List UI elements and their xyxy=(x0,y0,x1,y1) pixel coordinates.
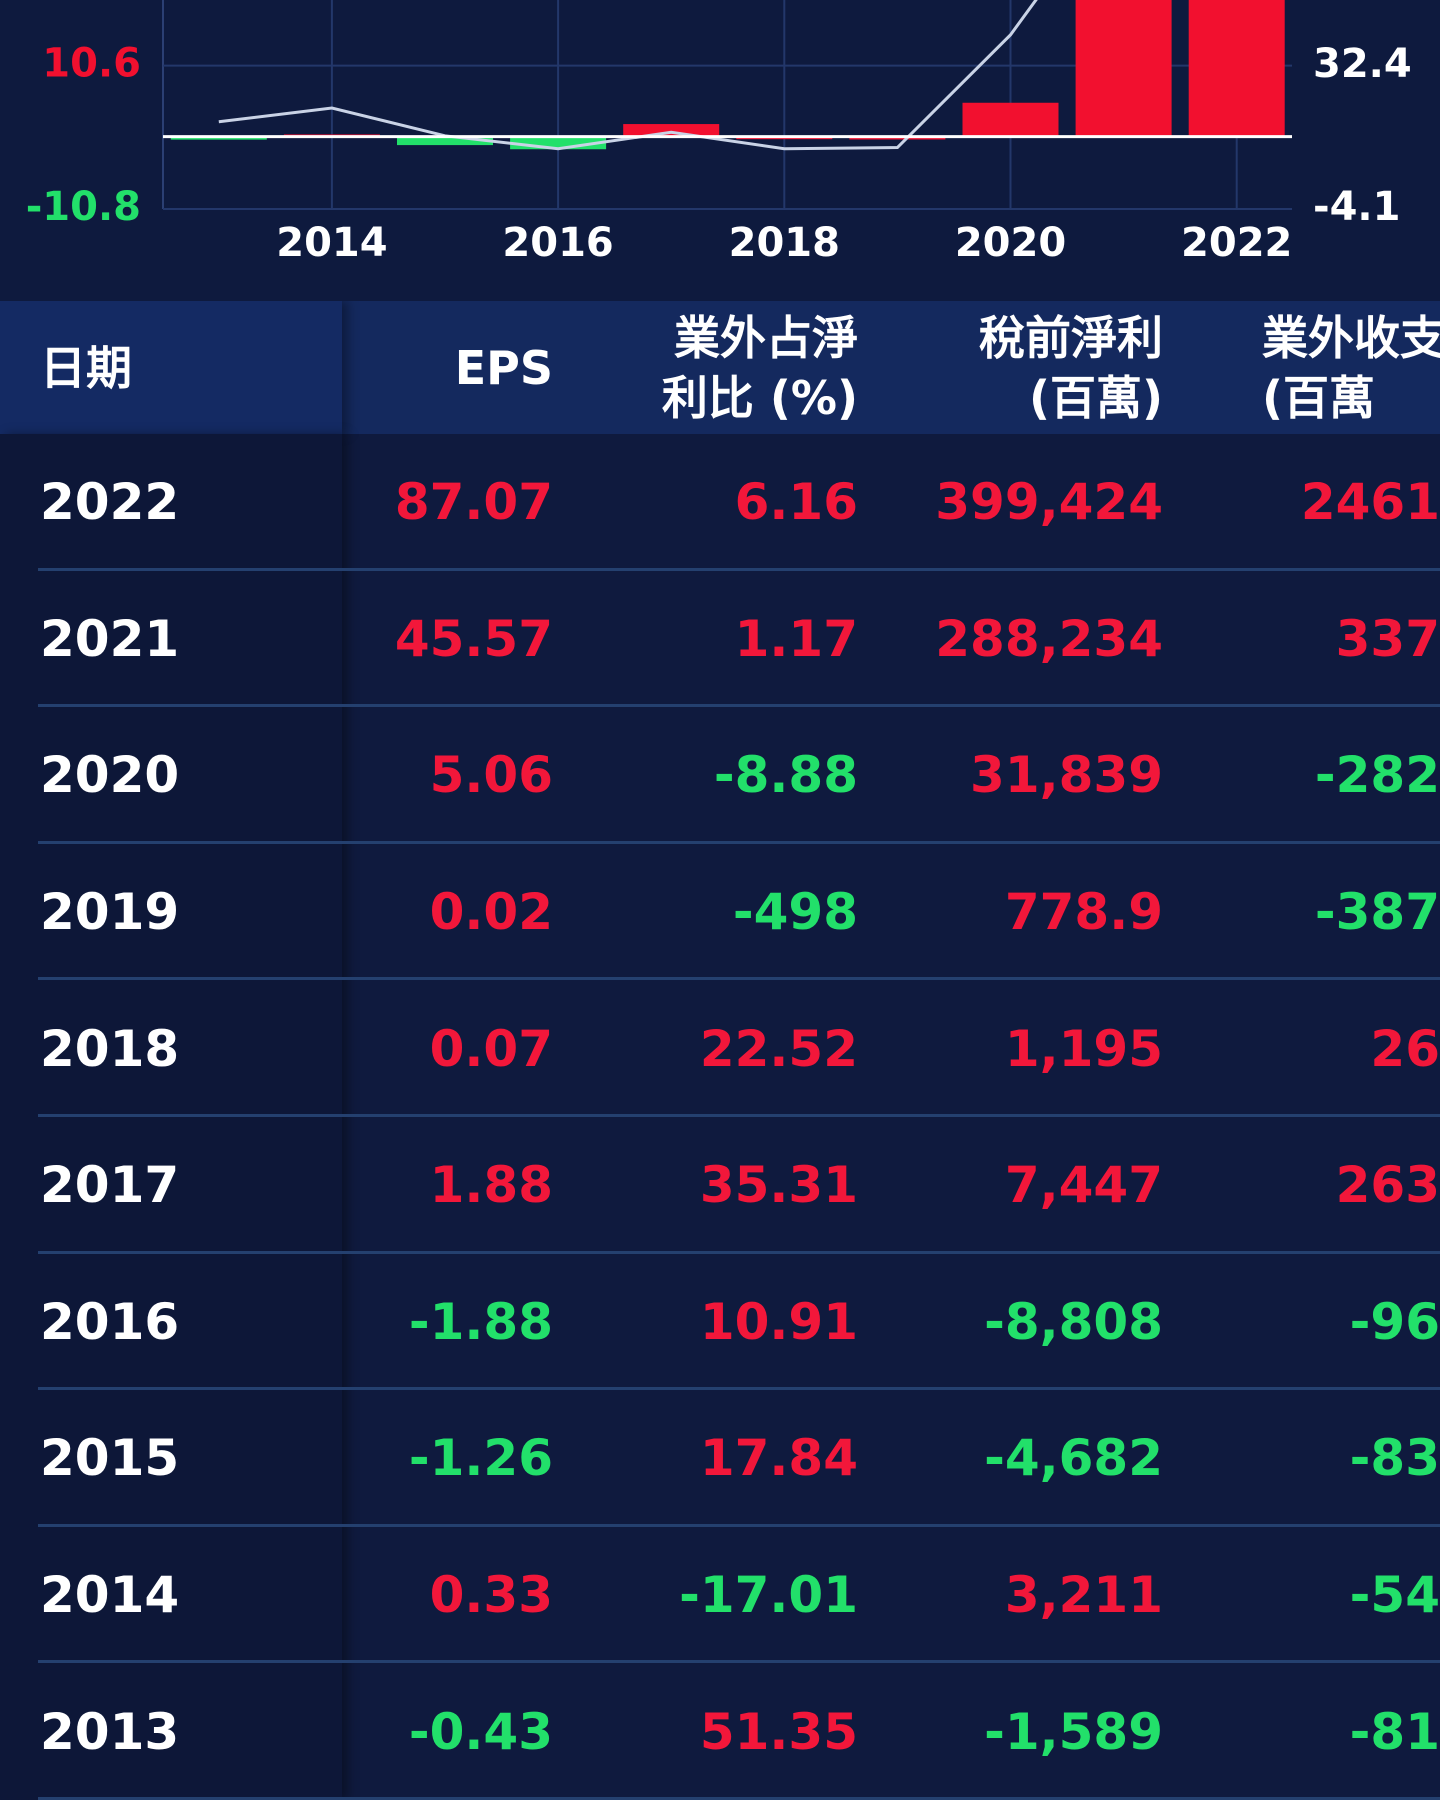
x-tick-label: 2014 xyxy=(276,220,387,266)
table-row: 2021 45.57 1.17 288,234 337 xyxy=(0,571,1440,708)
date-column-header-bg xyxy=(0,301,342,434)
value-cell: 2461 xyxy=(1300,473,1440,532)
value-cell: -498 xyxy=(732,883,858,942)
value-cell: -83 xyxy=(1349,1429,1440,1488)
date-cell: 2022 xyxy=(40,473,180,532)
value-cell: -0.43 xyxy=(408,1702,553,1761)
row-divider xyxy=(38,1796,1440,1800)
value-cell: 45.57 xyxy=(394,609,553,668)
value-cell: -8,808 xyxy=(984,1292,1163,1351)
x-tick-label: 2020 xyxy=(955,220,1066,266)
table-row: 2016 -1.88 10.91 -8,808 -96 xyxy=(0,1254,1440,1391)
row-divider xyxy=(38,977,1440,981)
row-divider xyxy=(38,1523,1440,1527)
value-cell: -17.01 xyxy=(679,1566,858,1625)
x-tick-label: 2016 xyxy=(502,220,613,266)
value-cell: 35.31 xyxy=(699,1156,858,1215)
header-cell: 稅前淨利 (百萬) xyxy=(979,310,1163,425)
value-cell: 51.35 xyxy=(699,1702,858,1761)
value-cell: 17.84 xyxy=(699,1429,858,1488)
value-cell: 1.17 xyxy=(734,609,858,668)
table-row: 2022 87.07 6.16 399,424 2461 xyxy=(0,434,1440,571)
value-cell: 5.06 xyxy=(429,746,553,805)
date-cell: 2019 xyxy=(40,883,180,942)
chart: -10.8 10.6 -4.1 32.4 2014 2016 2018 2020 2022 xyxy=(0,0,1440,301)
value-cell: 3,211 xyxy=(1004,1566,1163,1625)
value-cell: 1,195 xyxy=(1004,1019,1163,1078)
table-row: 2019 0.02 -498 778.9 -387 xyxy=(0,844,1440,981)
date-cell: 2020 xyxy=(40,746,180,805)
date-cell: 2014 xyxy=(40,1566,180,1625)
value-cell: 778.9 xyxy=(1004,883,1163,942)
value-cell: -387 xyxy=(1314,883,1440,942)
line xyxy=(218,0,1038,151)
y2-tick-label: -4.1 xyxy=(1313,184,1400,230)
row-divider xyxy=(38,704,1440,708)
value-cell: -96 xyxy=(1349,1292,1440,1351)
header-cell: EPS xyxy=(454,340,553,395)
value-cell: 0.33 xyxy=(429,1566,553,1625)
value-cell: 288,234 xyxy=(935,609,1163,668)
x-tick-label: 2022 xyxy=(1181,220,1292,266)
bar xyxy=(623,124,720,137)
value-cell: 10.91 xyxy=(699,1292,858,1351)
row-divider xyxy=(38,1250,1440,1254)
row-divider xyxy=(38,1660,1440,1664)
row-divider xyxy=(38,1387,1440,1391)
value-cell: -282 xyxy=(1314,746,1440,805)
y2-tick-label: 32.4 xyxy=(1313,41,1412,87)
value-cell: 263 xyxy=(1335,1156,1440,1215)
header-cell: 日期 xyxy=(40,340,132,395)
table-row: 2014 0.33 -17.01 3,211 -54 xyxy=(0,1527,1440,1664)
value-cell: -4,682 xyxy=(984,1429,1163,1488)
row-divider xyxy=(38,567,1440,571)
date-cell: 2018 xyxy=(40,1019,180,1078)
row-divider xyxy=(38,840,1440,844)
table-header: 日期 EPS 業外占淨 利比 (%) 稅前淨利 (百萬) 業外收支 (百萬 xyxy=(0,301,1440,434)
value-cell: 31,839 xyxy=(970,746,1163,805)
value-cell: 337 xyxy=(1335,609,1440,668)
value-cell: -1.26 xyxy=(408,1429,553,1488)
row-divider xyxy=(38,1113,1440,1117)
value-cell: 22.52 xyxy=(699,1019,858,1078)
value-cell: -54 xyxy=(1349,1566,1440,1625)
y-tick-label: 10.6 xyxy=(42,41,141,87)
table-row: 2018 0.07 22.52 1,195 26 xyxy=(0,980,1440,1117)
value-cell: 1.88 xyxy=(429,1156,553,1215)
y-tick-label: -10.8 xyxy=(26,184,141,230)
header-cell: 業外收支 (百萬 xyxy=(1262,310,1440,425)
date-cell: 2021 xyxy=(40,609,180,668)
date-cell: 2017 xyxy=(40,1156,180,1215)
table-row: 2015 -1.26 17.84 -4,682 -83 xyxy=(0,1390,1440,1527)
value-cell: 26 xyxy=(1370,1019,1440,1078)
x-tick-label: 2018 xyxy=(729,220,840,266)
header-cell: 業外占淨 利比 (%) xyxy=(661,310,858,425)
value-cell: 399,424 xyxy=(935,473,1163,532)
value-cell: -1,589 xyxy=(984,1702,1163,1761)
date-column-bg xyxy=(0,434,342,1800)
value-cell: -1.88 xyxy=(408,1292,553,1351)
value-cell: 6.16 xyxy=(734,473,858,532)
table: 日期 EPS 業外占淨 利比 (%) 稅前淨利 (百萬) 業外收支 (百萬 2022 87.… xyxy=(0,301,1440,1800)
table-row: 2013 -0.43 51.35 -1,589 -81 xyxy=(0,1663,1440,1800)
date-cell: 2016 xyxy=(40,1292,180,1351)
bar xyxy=(1075,0,1172,137)
bar xyxy=(962,102,1059,137)
value-cell: -81 xyxy=(1349,1702,1440,1761)
value-cell: 87.07 xyxy=(394,473,553,532)
date-cell: 2015 xyxy=(40,1429,180,1488)
value-cell: 0.02 xyxy=(429,883,553,942)
table-row: 2017 1.88 35.31 7,447 263 xyxy=(0,1117,1440,1254)
value-cell: 0.07 xyxy=(429,1019,553,1078)
date-cell: 2013 xyxy=(40,1702,180,1761)
bar xyxy=(1188,0,1285,137)
value-cell: 7,447 xyxy=(1004,1156,1163,1215)
bar xyxy=(397,136,493,146)
table-row: 2020 5.06 -8.88 31,839 -282 xyxy=(0,707,1440,844)
value-cell: -8.88 xyxy=(713,746,858,805)
